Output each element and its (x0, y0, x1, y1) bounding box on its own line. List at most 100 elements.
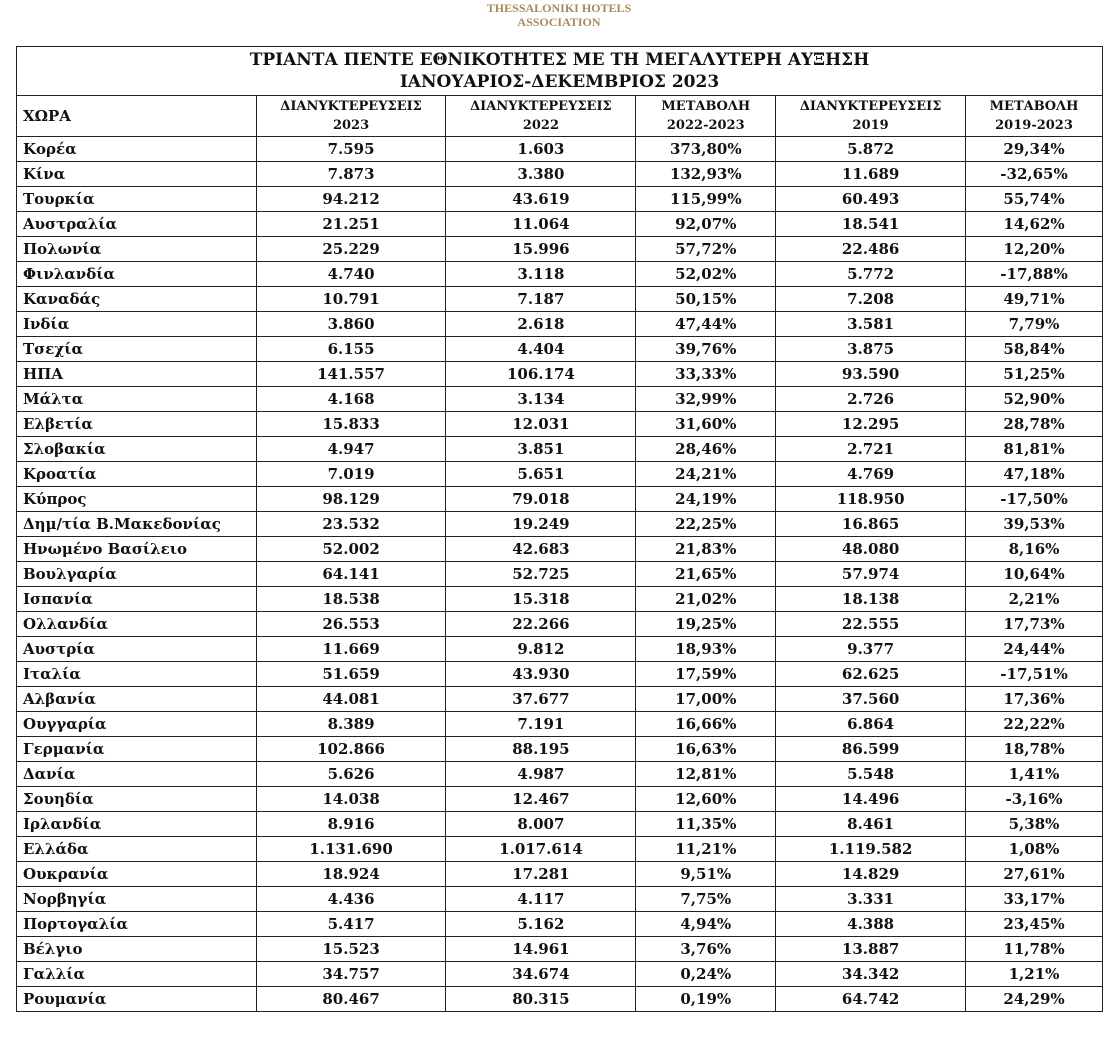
country-cell: Ηνωμένο Βασίλειο (16, 536, 257, 562)
overnights-2019-cell: 12.295 (775, 411, 967, 437)
change-2019-2023-cell: 1,21% (965, 961, 1103, 987)
change-2019-2023-cell: 49,71% (965, 286, 1103, 312)
change-2019-2023-cell: 22,22% (965, 711, 1103, 737)
overnights-2022-cell: 8.007 (445, 811, 637, 837)
change-2019-2023-cell: 8,16% (965, 536, 1103, 562)
change-2019-2023-cell: -17,51% (965, 661, 1103, 687)
overnights-2023-cell: 15.523 (255, 936, 447, 962)
change-2022-2023-cell: 24,19% (635, 486, 777, 512)
table-row: Ισπανία 18.538 15.318 21,02% 18.138 2,21% (16, 586, 1103, 612)
overnights-2023-cell: 5.626 (255, 761, 447, 787)
overnights-2022-cell: 9.812 (445, 636, 637, 662)
column-header: ΔΙΑΝΥΚΤΕΡΕΥΣΕΙΣ 2023 (255, 95, 447, 137)
overnights-2019-cell: 5.872 (775, 136, 967, 162)
overnights-2022-cell: 11.064 (445, 211, 637, 237)
table-row: Τσεχία 6.155 4.404 39,76% 3.875 58,84% (16, 336, 1103, 362)
table-row: Ουκρανία 18.924 17.281 9,51% 14.829 27,61% (16, 861, 1103, 887)
change-2019-2023-cell: 5,38% (965, 811, 1103, 837)
table-row: Αλβανία 44.081 37.677 17,00% 37.560 17,36% (16, 686, 1103, 712)
country-cell: Τουρκία (16, 186, 257, 212)
overnights-2019-cell: 2.721 (775, 436, 967, 462)
country-cell: Τσεχία (16, 336, 257, 362)
table-title-line-1: ΤΡΙΑΝΤΑ ΠΕΝΤΕ ΕΘΝΙΚΟΤΗΤΕΣ ΜΕ ΤΗ ΜΕΓΑΛΥΤΕ… (249, 50, 870, 70)
country-cell: Αυστρία (16, 636, 257, 662)
column-header-year: 2023 (332, 118, 370, 133)
overnights-2023-cell: 6.155 (255, 336, 447, 362)
country-cell: Αυστραλία (16, 211, 257, 237)
country-cell: Πορτογαλία (16, 911, 257, 937)
change-2022-2023-cell: 52,02% (635, 261, 777, 287)
country-cell: Γερμανία (16, 736, 257, 762)
change-2022-2023-cell: 3,76% (635, 936, 777, 962)
overnights-2022-cell: 3.380 (445, 161, 637, 187)
change-2019-2023-cell: 7,79% (965, 311, 1103, 337)
change-2022-2023-cell: 9,51% (635, 861, 777, 887)
change-2019-2023-cell: 52,90% (965, 386, 1103, 412)
country-cell: Δανία (16, 761, 257, 787)
table-row: Ιρλανδία 8.916 8.007 11,35% 8.461 5,38% (16, 811, 1103, 837)
overnights-2023-cell: 52.002 (255, 536, 447, 562)
overnights-2023-cell: 98.129 (255, 486, 447, 512)
change-2022-2023-cell: 57,72% (635, 236, 777, 262)
change-2022-2023-cell: 50,15% (635, 286, 777, 312)
overnights-2023-cell: 14.038 (255, 786, 447, 812)
overnights-2023-cell: 64.141 (255, 561, 447, 587)
table-body: Κορέα 7.595 1.603 373,80% 5.872 29,34% Κίνα 7.8… (16, 136, 1103, 1012)
country-cell: Σουηδία (16, 786, 257, 812)
column-header-label: ΧΩΡΑ (23, 106, 71, 125)
change-2019-2023-cell: 11,78% (965, 936, 1103, 962)
table-row: Κύπρος 98.129 79.018 24,19% 118.950 -17,50% (16, 486, 1103, 512)
change-2022-2023-cell: 17,00% (635, 686, 777, 712)
country-cell: ΗΠΑ (16, 361, 257, 387)
overnights-2023-cell: 102.866 (255, 736, 447, 762)
country-cell: Ελβετία (16, 411, 257, 437)
column-header: ΔΙΑΝΥΚΤΕΡΕΥΣΕΙΣ 2019 (775, 95, 967, 137)
country-cell: Πολωνία (16, 236, 257, 262)
column-header-label: ΜΕΤΑΒΟΛΗ (989, 99, 1079, 114)
change-2019-2023-cell: 24,44% (965, 636, 1103, 662)
change-2022-2023-cell: 39,76% (635, 336, 777, 362)
change-2019-2023-cell: 81,81% (965, 436, 1103, 462)
table-row: Ολλανδία 26.553 22.266 19,25% 22.555 17,73% (16, 611, 1103, 637)
table-row: Ινδία 3.860 2.618 47,44% 3.581 7,79% (16, 311, 1103, 337)
overnights-2022-cell: 12.467 (445, 786, 637, 812)
overnights-2023-cell: 3.860 (255, 311, 447, 337)
country-cell: Κροατία (16, 461, 257, 487)
overnights-2022-cell: 7.191 (445, 711, 637, 737)
change-2019-2023-cell: 39,53% (965, 511, 1103, 537)
nationalities-table: ΤΡΙΑΝΤΑ ΠΕΝΤΕ ΕΘΝΙΚΟΤΗΤΕΣ ΜΕ ΤΗ ΜΕΓΑΛΥΤΕ… (16, 46, 1103, 1012)
table-row: Δανία 5.626 4.987 12,81% 5.548 1,41% (16, 761, 1103, 787)
overnights-2023-cell: 44.081 (255, 686, 447, 712)
change-2019-2023-cell: 24,29% (965, 986, 1103, 1012)
change-2019-2023-cell: 12,20% (965, 236, 1103, 262)
country-cell: Φινλανδία (16, 261, 257, 287)
overnights-2019-cell: 48.080 (775, 536, 967, 562)
country-cell: Ρουμανία (16, 986, 257, 1012)
overnights-2019-cell: 4.388 (775, 911, 967, 937)
overnights-2019-cell: 18.541 (775, 211, 967, 237)
change-2019-2023-cell: 14,62% (965, 211, 1103, 237)
overnights-2019-cell: 8.461 (775, 811, 967, 837)
change-2022-2023-cell: 92,07% (635, 211, 777, 237)
table-row: Πολωνία 25.229 15.996 57,72% 22.486 12,20% (16, 236, 1103, 262)
overnights-2019-cell: 62.625 (775, 661, 967, 687)
overnights-2022-cell: 34.674 (445, 961, 637, 987)
change-2022-2023-cell: 132,93% (635, 161, 777, 187)
change-2022-2023-cell: 17,59% (635, 661, 777, 687)
change-2022-2023-cell: 31,60% (635, 411, 777, 437)
overnights-2019-cell: 1.119.582 (775, 836, 967, 862)
country-cell: Ουγγαρία (16, 711, 257, 737)
overnights-2023-cell: 8.389 (255, 711, 447, 737)
overnights-2019-cell: 93.590 (775, 361, 967, 387)
overnights-2019-cell: 9.377 (775, 636, 967, 662)
change-2022-2023-cell: 28,46% (635, 436, 777, 462)
overnights-2023-cell: 4.947 (255, 436, 447, 462)
column-header-year: 2019 (852, 118, 889, 133)
table-row: Ηνωμένο Βασίλειο 52.002 42.683 21,83% 48.080… (16, 536, 1103, 562)
overnights-2023-cell: 7.019 (255, 461, 447, 487)
overnights-2019-cell: 5.548 (775, 761, 967, 787)
table-row: Κίνα 7.873 3.380 132,93% 11.689 -32,65% (16, 161, 1103, 187)
change-2019-2023-cell: -32,65% (965, 161, 1103, 187)
overnights-2022-cell: 1.017.614 (445, 836, 637, 862)
change-2022-2023-cell: 4,94% (635, 911, 777, 937)
